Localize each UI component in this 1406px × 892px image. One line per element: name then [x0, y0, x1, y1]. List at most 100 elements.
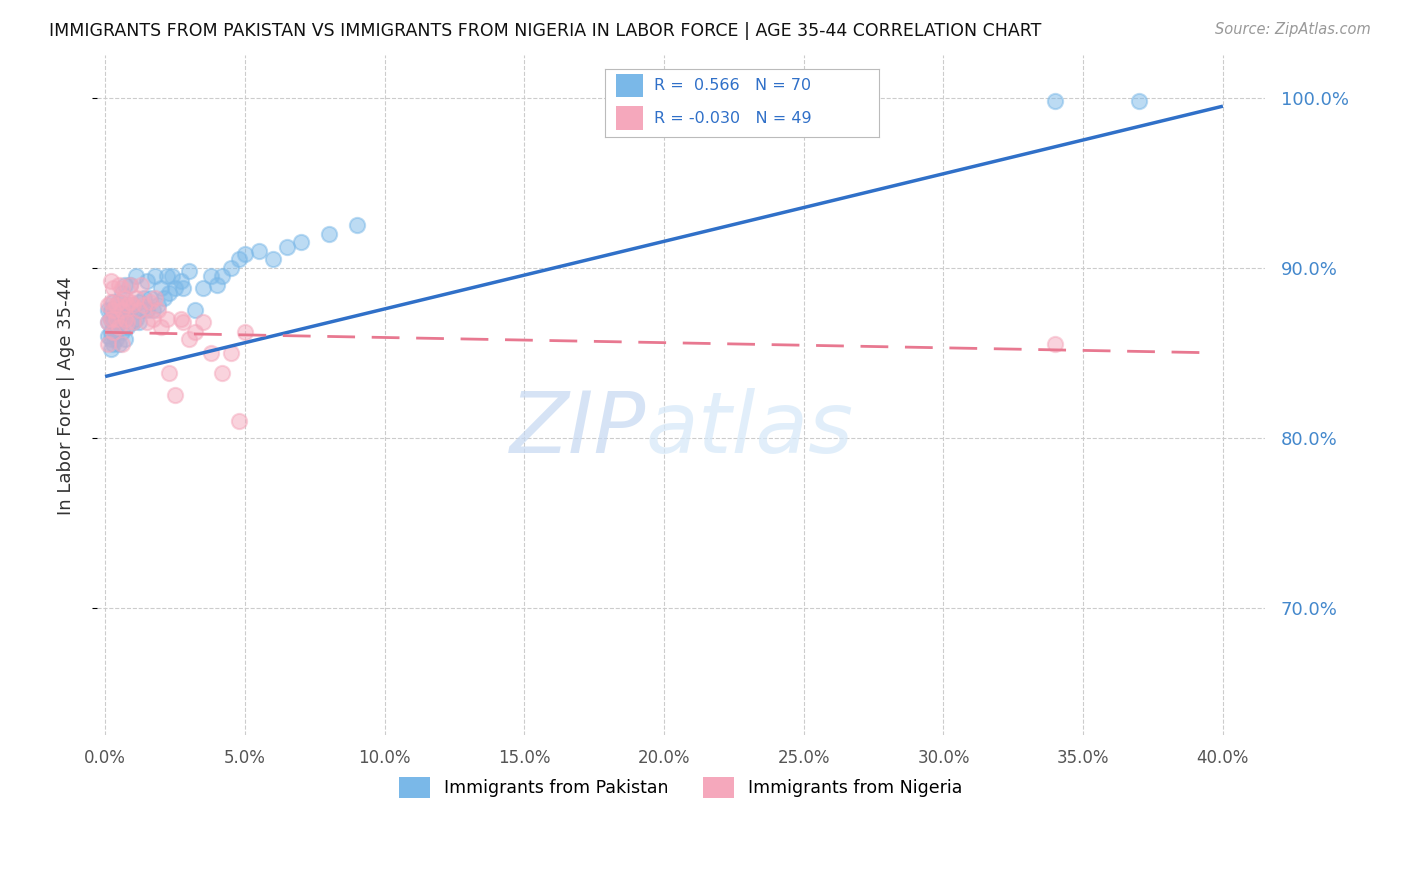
Point	[163, 281, 186, 295]
Point	[103, 315, 125, 329]
Point	[219, 260, 242, 275]
Point	[177, 264, 200, 278]
Point	[97, 298, 120, 312]
Point	[111, 281, 134, 295]
Point	[183, 303, 205, 318]
Point	[108, 277, 131, 292]
Y-axis label: In Labor Force | Age 35-44: In Labor Force | Age 35-44	[58, 276, 75, 515]
Point	[346, 218, 368, 232]
Point	[111, 303, 134, 318]
Text: ZIP: ZIP	[509, 388, 645, 471]
Point	[134, 291, 156, 305]
Point	[136, 315, 159, 329]
Point	[103, 337, 125, 351]
Point	[211, 366, 233, 380]
Point	[172, 281, 194, 295]
Point	[149, 320, 172, 334]
Point	[160, 269, 183, 284]
Text: IMMIGRANTS FROM PAKISTAN VS IMMIGRANTS FROM NIGERIA IN LABOR FORCE | AGE 35-44 C: IMMIGRANTS FROM PAKISTAN VS IMMIGRANTS F…	[49, 22, 1042, 40]
Point	[136, 303, 159, 318]
Point	[114, 311, 136, 326]
Point	[131, 303, 153, 318]
Point	[100, 311, 122, 326]
Point	[108, 303, 131, 318]
Point	[108, 294, 131, 309]
Point	[142, 311, 165, 326]
Point	[125, 291, 148, 305]
Point	[120, 277, 142, 292]
Point	[1045, 337, 1067, 351]
Point	[105, 298, 128, 312]
Point	[128, 294, 150, 309]
Point	[108, 315, 131, 329]
Point	[120, 303, 142, 318]
Point	[125, 269, 148, 284]
Point	[97, 328, 120, 343]
Point	[105, 303, 128, 318]
Point	[148, 298, 170, 312]
Point	[1128, 94, 1150, 108]
Point	[200, 269, 222, 284]
Point	[169, 311, 191, 326]
Point	[163, 388, 186, 402]
Point	[169, 274, 191, 288]
Point	[114, 303, 136, 318]
Point	[152, 291, 174, 305]
Point	[108, 337, 131, 351]
Point	[1045, 94, 1067, 108]
Point	[97, 315, 120, 329]
Point	[318, 227, 340, 241]
Point	[97, 303, 120, 318]
Point	[117, 320, 139, 334]
Point	[120, 294, 142, 309]
Point	[103, 326, 125, 340]
Point	[103, 294, 125, 309]
Point	[100, 326, 122, 340]
Point	[122, 315, 145, 329]
Point	[142, 303, 165, 318]
Point	[200, 345, 222, 359]
Point	[125, 311, 148, 326]
Point	[117, 298, 139, 312]
Point	[191, 315, 214, 329]
Point	[134, 298, 156, 312]
Point	[105, 320, 128, 334]
Point	[128, 315, 150, 329]
Point	[211, 269, 233, 284]
Point	[117, 298, 139, 312]
Point	[205, 277, 228, 292]
Point	[100, 332, 122, 346]
Point	[136, 274, 159, 288]
Point	[131, 277, 153, 292]
Point	[157, 366, 180, 380]
Point	[117, 315, 139, 329]
Point	[247, 244, 270, 258]
Point	[105, 332, 128, 346]
Point	[276, 240, 298, 254]
Point	[97, 337, 120, 351]
Point	[122, 315, 145, 329]
Point	[108, 294, 131, 309]
Point	[155, 311, 177, 326]
Point	[228, 252, 250, 267]
Point	[290, 235, 312, 250]
Point	[111, 286, 134, 301]
Point	[148, 303, 170, 318]
Point	[111, 311, 134, 326]
Point	[145, 269, 167, 284]
Point	[157, 286, 180, 301]
Point	[191, 281, 214, 295]
Point	[149, 281, 172, 295]
Point	[100, 311, 122, 326]
Point	[105, 311, 128, 326]
Point	[139, 291, 162, 305]
Point	[103, 326, 125, 340]
Legend: Immigrants from Pakistan, Immigrants from Nigeria: Immigrants from Pakistan, Immigrants fro…	[392, 770, 970, 805]
Point	[114, 332, 136, 346]
Point	[155, 269, 177, 284]
Point	[219, 345, 242, 359]
Point	[177, 332, 200, 346]
Point	[105, 311, 128, 326]
Point	[100, 303, 122, 318]
Point	[103, 281, 125, 295]
